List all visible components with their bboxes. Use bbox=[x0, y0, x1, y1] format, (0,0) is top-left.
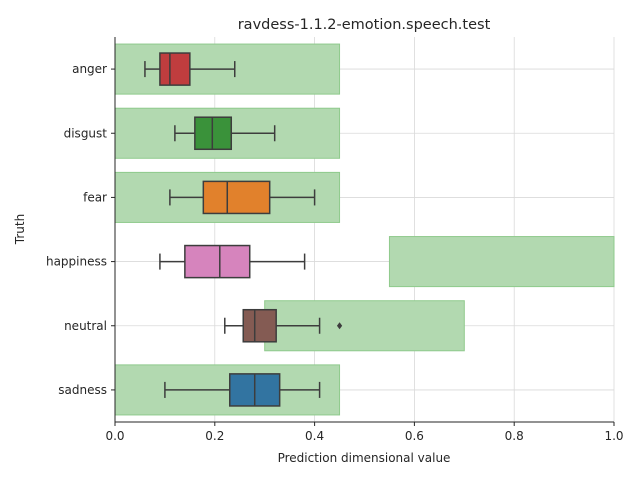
y-tick-label-disgust: disgust bbox=[64, 126, 108, 140]
box-disgust bbox=[174, 116, 276, 151]
box-iqr bbox=[159, 52, 191, 86]
box-iqr bbox=[184, 244, 251, 279]
outlier-point bbox=[336, 322, 343, 330]
y-tick-label-sadness: sadness bbox=[58, 383, 107, 397]
box-iqr bbox=[202, 180, 271, 215]
chart-title: ravdess-1.1.2-emotion.speech.test bbox=[238, 17, 491, 33]
x-tick-label: 0.2 bbox=[205, 429, 224, 443]
grid bbox=[114, 37, 615, 422]
y-tick-label-happiness: happiness bbox=[46, 255, 107, 269]
x-tick-label: 0.0 bbox=[105, 429, 124, 443]
y-axis-title: Truth bbox=[13, 214, 27, 245]
y-tick-label-fear: fear bbox=[83, 190, 107, 204]
x-tick-label: 0.6 bbox=[405, 429, 424, 443]
box-neutral bbox=[224, 308, 343, 343]
x-tick-label: 0.8 bbox=[505, 429, 524, 443]
x-axis-title: Prediction dimensional value bbox=[278, 451, 451, 465]
box-sadness bbox=[164, 373, 321, 407]
box-fear bbox=[169, 180, 316, 215]
x-tick-label: 1.0 bbox=[604, 429, 623, 443]
box-anger bbox=[144, 52, 236, 86]
target-range-happiness bbox=[388, 236, 615, 288]
y-tick-label-anger: anger bbox=[72, 62, 107, 76]
box-happiness bbox=[159, 244, 306, 279]
boxes bbox=[144, 52, 343, 407]
y-tick-label-neutral: neutral bbox=[64, 319, 107, 333]
x-tick-label: 0.4 bbox=[305, 429, 324, 443]
y-ticks: anger disgust fear happiness neutral sadness bbox=[46, 62, 115, 397]
x-ticks: 0.0 0.2 0.4 0.6 0.8 1.0 bbox=[105, 422, 624, 443]
target-ranges bbox=[114, 43, 615, 416]
box-iqr bbox=[242, 308, 277, 343]
axes bbox=[114, 37, 614, 423]
